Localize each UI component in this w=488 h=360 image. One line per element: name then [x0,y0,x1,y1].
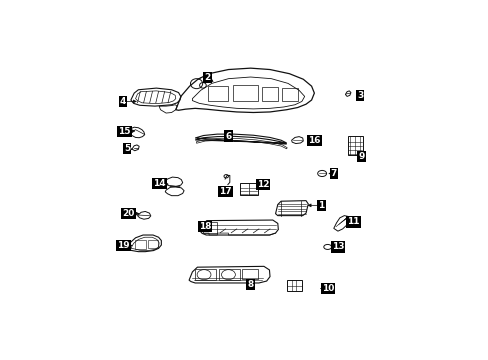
Text: 18: 18 [198,222,211,231]
Text: 16: 16 [307,136,320,145]
Bar [282,87,297,101]
Text: 8: 8 [247,280,253,289]
Text: 4: 4 [120,97,126,106]
Text: 5: 5 [124,144,130,153]
Text: 14: 14 [153,179,165,188]
Bar [241,269,258,279]
Bar [203,222,216,233]
Text: 6: 6 [225,131,231,140]
Text: 15: 15 [118,127,130,136]
Text: 12: 12 [256,180,269,189]
Bar [347,135,362,156]
Bar [232,85,257,102]
Text: 2: 2 [204,73,210,82]
Bar [148,240,158,248]
Text: 17: 17 [218,187,231,196]
Text: 1: 1 [318,201,324,210]
Text: 3: 3 [356,91,363,100]
Bar [218,269,239,280]
Text: 11: 11 [346,217,359,226]
Bar [261,87,278,102]
Text: 9: 9 [358,152,364,161]
Bar [135,240,145,249]
Text: 20: 20 [122,209,135,218]
Text: 13: 13 [331,242,344,251]
Bar [207,86,228,102]
Text: 7: 7 [330,169,336,178]
Bar [195,269,216,280]
Text: 19: 19 [117,241,130,250]
Text: 10: 10 [322,284,334,293]
Bar [286,280,301,291]
Bar [239,184,257,195]
